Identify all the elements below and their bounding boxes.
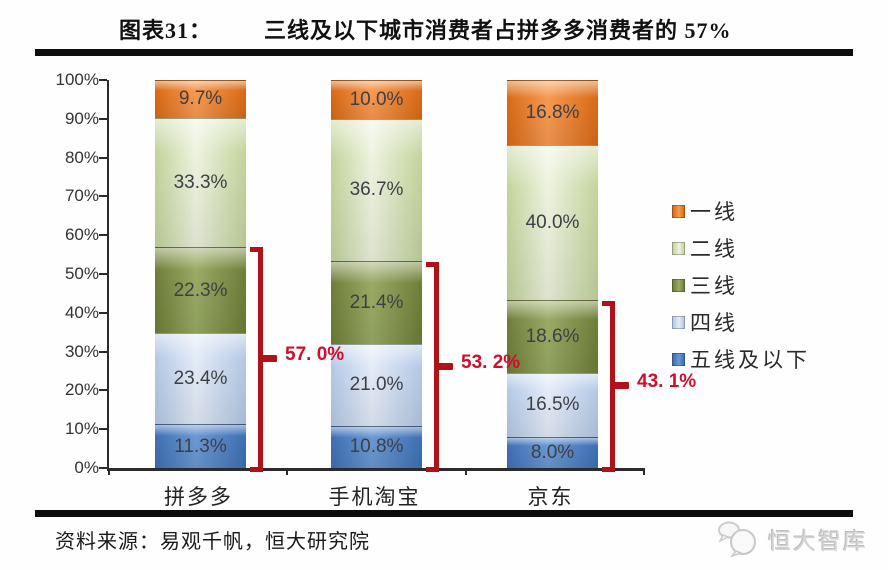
chart-legend: 一线二线三线四线五线及以下 [672, 199, 810, 384]
segment-四线: 16.5% [507, 372, 598, 437]
legend-item-三线: 三线 [672, 273, 810, 298]
segment-value-label: 18.6% [525, 325, 580, 347]
segment-三线: 21.4% [331, 261, 422, 345]
annotation-value-京东: 43. 1% [637, 371, 697, 393]
legend-swatch-icon [672, 315, 685, 329]
annotation-bracket-手机淘宝 [426, 261, 453, 472]
segment-value-label: 23.4% [173, 368, 228, 390]
y-axis-tick-mark [99, 117, 107, 120]
legend-label: 一线 [690, 200, 738, 224]
y-axis-tick-mark [99, 156, 107, 159]
legend-swatch-icon [672, 278, 685, 292]
y-axis-tick-label: 0% [74, 458, 99, 477]
legend-item-五线及以下: 五线及以下 [672, 347, 810, 372]
publisher-watermark: 恒大智库 [712, 521, 868, 557]
segment-一线: 10.0% [331, 80, 422, 119]
segment-value-label: 9.7% [178, 88, 223, 110]
segment-value-label: 16.5% [525, 394, 580, 416]
bracket-pointer [258, 355, 277, 363]
footer-divider [35, 510, 853, 517]
segment-value-label: 33.3% [173, 171, 228, 193]
segment-value-label: 40.0% [525, 212, 580, 234]
stacked-bar-京东: 16.8% 40.0% 18.6% 16.5% 8.0% [507, 80, 598, 468]
x-axis-label-京东: 京东 [527, 485, 574, 509]
header-divider [35, 49, 853, 56]
segment-value-label: 21.0% [349, 374, 404, 396]
x-axis-tick-mark [643, 468, 645, 475]
plot-area: 100% 90% 80% 70% 60% 50% 40% 30% 20% 10% 0% 9.7% 33.… [56, 70, 697, 477]
segment-一线: 9.7% [155, 80, 246, 118]
segment-三线: 22.3% [155, 246, 246, 334]
y-axis-tick-label: 90% [64, 108, 99, 128]
legend-swatch-icon [672, 352, 685, 366]
bracket-pointer [610, 382, 629, 390]
segment-value-label: 11.3% [174, 435, 227, 457]
y-axis-tick-label: 80% [64, 147, 99, 167]
annotation-bracket-拼多多 [250, 246, 277, 472]
segment-value-label: 22.3% [173, 279, 228, 301]
x-axis-label-拼多多: 拼多多 [164, 485, 233, 509]
x-axis-label-手机淘宝: 手机淘宝 [328, 485, 421, 509]
chart-number: 图表31： [119, 18, 213, 43]
legend-swatch-icon [672, 204, 685, 218]
x-axis-tick-mark [464, 468, 467, 475]
y-axis-tick-mark [99, 428, 107, 431]
segment-四线: 23.4% [155, 333, 246, 425]
segment-value-label: 10.8% [349, 436, 404, 458]
chart-title: 三线及以下城市消费者占拼多多消费者的 57% [264, 18, 732, 43]
segment-三线: 18.6% [507, 300, 598, 373]
annotation-bracket-京东 [602, 300, 629, 472]
x-axis-tick-mark [108, 468, 110, 475]
annotation-value-拼多多: 57. 0% [285, 344, 345, 366]
y-axis-tick-label: 70% [64, 186, 99, 206]
segment-五线及以下: 10.8% [331, 425, 422, 468]
y-axis-tick-mark [99, 350, 107, 353]
segment-四线: 21.0% [331, 344, 422, 426]
annotation-value-手机淘宝: 53. 2% [461, 351, 521, 373]
y-axis-tick-mark [99, 311, 107, 314]
x-axis-tick-mark [286, 468, 289, 475]
legend-item-二线: 二线 [672, 236, 810, 261]
y-axis-tick-mark [99, 273, 107, 275]
segment-五线及以下: 8.0% [507, 436, 598, 468]
segment-二线: 33.3% [155, 117, 246, 247]
y-axis-tick-mark [99, 389, 107, 392]
legend-label: 五线及以下 [690, 348, 810, 372]
segment-value-label: 10.0% [349, 88, 404, 110]
legend-item-四线: 四线 [672, 310, 810, 335]
stacked-bar-手机淘宝: 10.0% 36.7% 21.4% 21.0% 10.8% [331, 80, 422, 468]
segment-五线及以下: 11.3% [155, 424, 246, 468]
y-axis-tick-label: 40% [64, 302, 99, 322]
y-axis-tick-label: 10% [64, 419, 99, 439]
y-axis-tick-label: 60% [64, 225, 99, 245]
watermark-text: 恒大智库 [768, 529, 868, 554]
y-axis-tick-label: 100% [55, 70, 99, 89]
legend-label: 四线 [690, 311, 738, 335]
segment-二线: 36.7% [331, 118, 422, 262]
segment-value-label: 16.8% [525, 102, 580, 124]
segment-二线: 40.0% [507, 145, 598, 301]
chart-header: 图表31： 三线及以下城市消费者占拼多多消费者的 57% [0, 13, 888, 45]
legend-label: 三线 [690, 274, 738, 298]
stacked-bar-拼多多: 9.7% 33.3% 22.3% 23.4% 11.3% [155, 80, 246, 468]
segment-value-label: 8.0% [530, 441, 575, 463]
y-axis-tick-mark [99, 79, 107, 81]
y-axis-tick-mark [99, 234, 107, 237]
speech-bubbles-icon [718, 521, 756, 557]
segment-value-label: 36.7% [349, 179, 404, 201]
source-note: 资料来源：易观千帆，恒大研究院 [55, 531, 370, 553]
segment-一线: 16.8% [507, 80, 598, 146]
y-axis-tick-label: 30% [64, 341, 99, 361]
bracket-pointer [434, 362, 453, 370]
y-axis-tick-mark [99, 195, 107, 198]
segment-value-label: 21.4% [349, 292, 404, 314]
y-axis-tick-mark [99, 467, 107, 469]
legend-item-一线: 一线 [672, 199, 810, 224]
legend-swatch-icon [672, 241, 685, 255]
y-axis-tick-label: 20% [64, 380, 99, 400]
legend-label: 二线 [690, 237, 738, 261]
y-axis-tick-label: 50% [64, 264, 99, 283]
